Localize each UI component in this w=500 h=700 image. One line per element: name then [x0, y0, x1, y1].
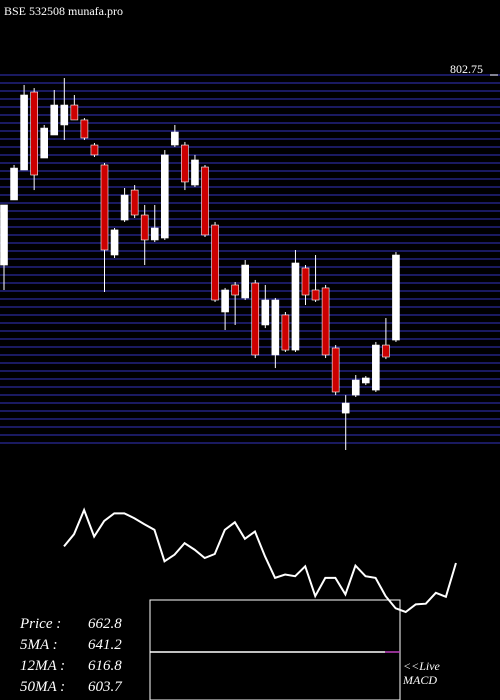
candle-body: [321, 287, 330, 356]
candle-body: [60, 104, 69, 126]
chart-title: BSE 532508 munafa.pro: [4, 4, 123, 18]
candle-body: [100, 164, 109, 251]
candle-body: [50, 104, 59, 136]
summary-label: Price :: [19, 616, 61, 632]
candle-body: [161, 154, 169, 239]
candle-body: [331, 347, 340, 393]
candle-body: [191, 159, 199, 186]
price-grid: [0, 74, 500, 444]
macd-box: [149, 599, 401, 700]
macd-label: <<Live: [403, 659, 441, 673]
candle-body: [281, 314, 290, 351]
candle-body: [301, 267, 310, 296]
candle-body: [251, 282, 260, 356]
summary-value: 616.8: [88, 658, 122, 674]
macd-label: MACD: [402, 673, 437, 687]
candle-body: [90, 144, 99, 156]
candle-body: [221, 289, 229, 313]
candle-body: [130, 189, 139, 216]
summary-value: 603.7: [88, 679, 123, 695]
candle-body: [120, 194, 129, 221]
candle-body: [382, 344, 390, 358]
candle-body: [291, 262, 300, 351]
candle-body: [140, 214, 149, 241]
candle-body: [231, 284, 239, 296]
candle-body: [351, 379, 360, 396]
summary-value: 641.2: [88, 637, 122, 653]
candle-body: [392, 254, 400, 341]
candle-body: [30, 91, 38, 176]
summary-label: 5MA :: [20, 637, 58, 653]
candle-body: [10, 167, 18, 201]
summary-label: 50MA :: [20, 679, 65, 695]
price-line: [63, 507, 457, 614]
candle-body: [271, 299, 280, 356]
candle-body: [70, 104, 79, 121]
candle-body: [171, 131, 179, 146]
candle-body: [80, 119, 89, 139]
summary-label: 12MA :: [20, 658, 65, 674]
candle-body: [40, 127, 49, 159]
candle-body: [311, 289, 320, 301]
candle-body: [211, 224, 219, 301]
candle-body: [0, 204, 8, 266]
candle-body: [110, 229, 119, 256]
candle-body: [241, 264, 249, 299]
candle-body: [20, 94, 28, 171]
candle-body: [372, 344, 380, 391]
candle-body: [150, 227, 159, 241]
candle-body: [261, 299, 270, 326]
candle-body: [181, 144, 189, 183]
candle-body: [361, 377, 370, 384]
candle-body: [341, 402, 350, 414]
y-tick-label: 802.75: [450, 62, 483, 76]
candle-body: [201, 166, 209, 236]
summary-value: 662.8: [88, 616, 122, 632]
